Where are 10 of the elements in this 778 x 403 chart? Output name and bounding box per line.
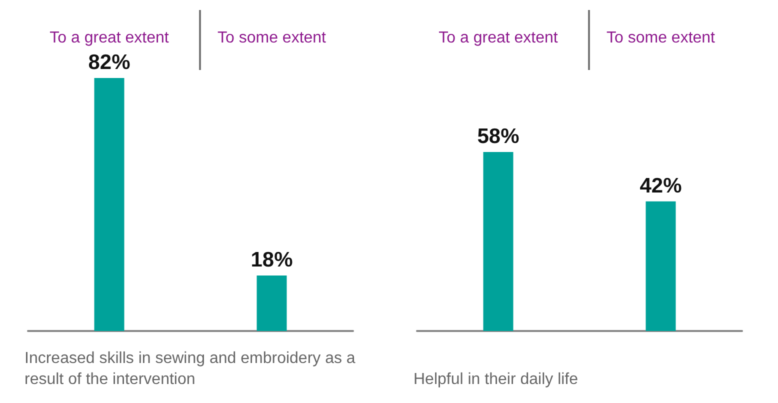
- x-tick-label: To a great extent: [50, 30, 170, 46]
- data-label: 82%: [88, 51, 131, 74]
- x-tick-label: To a great extent: [438, 30, 558, 46]
- x-tick-label: To some extent: [218, 30, 327, 46]
- x-axis-title: Helpful in their daily life: [414, 371, 578, 388]
- data-label: 42%: [640, 174, 682, 198]
- x-axis-title: Increased skills in sewing and embroidery as a result of the intervention: [24, 350, 360, 388]
- data-label: 58%: [477, 125, 520, 148]
- x-tick-label: To some extent: [606, 30, 716, 46]
- data-label: 18%: [250, 248, 294, 272]
